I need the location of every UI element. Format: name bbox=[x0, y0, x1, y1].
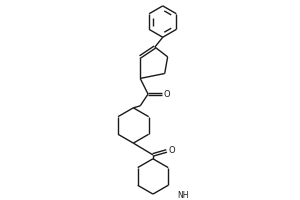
Text: O: O bbox=[169, 146, 175, 155]
Text: O: O bbox=[164, 90, 170, 99]
Text: NH: NH bbox=[177, 191, 189, 200]
